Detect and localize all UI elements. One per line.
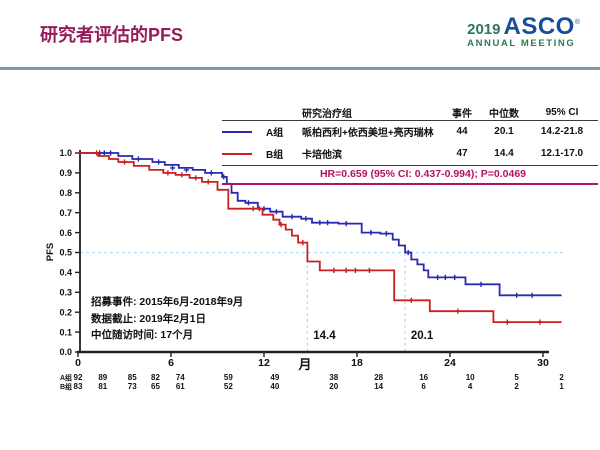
median-label-b: 14.4 [313, 330, 336, 342]
y-tick-label: 0.5 [59, 248, 72, 258]
y-tick-label: 0.1 [59, 327, 72, 337]
page-title: 研究者评估的PFS [40, 25, 184, 45]
at-risk-row-label: A组 [60, 373, 72, 382]
y-tick-label: 0.2 [59, 307, 72, 317]
x-tick-label: 6 [168, 357, 174, 369]
at-risk-count: 65 [151, 382, 160, 391]
hazard-ratio-text: HR=0.659 (95% CI: 0.437-0.994); P=0.0469 [222, 166, 598, 185]
at-risk-count: 20 [329, 382, 338, 391]
at-risk-count: 2 [514, 382, 519, 391]
group-a-line-swatch [222, 130, 252, 133]
at-risk-count: 38 [329, 373, 338, 382]
at-risk-count: 40 [270, 382, 279, 391]
asco-logo-org: ASCO [503, 13, 575, 40]
censor-marks-a [97, 150, 535, 298]
at-risk-row-label: B组 [60, 382, 72, 391]
at-risk-count: 81 [98, 382, 107, 391]
at-risk-count: 92 [74, 373, 83, 382]
y-axis-title: PFS [45, 243, 56, 261]
group-a-median: 20.1 [494, 126, 514, 137]
note-enrollment: 招募事件: 2015年6月-2018年9月 [91, 296, 244, 308]
study-notes: 招募事件: 2015年6月-2018年9月 数据截止: 2019年2月1日 中位… [91, 294, 243, 344]
y-tick-label: 0.6 [59, 228, 72, 238]
table-header-row: 研究治疗组 事件 中位数 95% CI [222, 104, 598, 121]
y-tick-label: 0.4 [59, 268, 72, 278]
treatment-table: 研究治疗组 事件 中位数 95% CI A组 哌柏西利+依西美坦+亮丙瑞林 44… [222, 104, 598, 185]
y-tick-label: 0.9 [59, 168, 72, 178]
at-risk-count: 1 [559, 382, 564, 391]
x-axis-title: 月 [297, 357, 311, 372]
at-risk-count: 49 [270, 373, 279, 382]
y-tick-label: 0.8 [59, 188, 72, 198]
group-b-treatment: 卡培他滨 [302, 150, 342, 161]
group-b-ci: 12.1-17.0 [540, 148, 584, 159]
at-risk-count: 83 [74, 382, 83, 391]
at-risk-count: 5 [514, 373, 519, 382]
at-risk-count: 28 [374, 373, 383, 382]
at-risk-count: 6 [421, 382, 426, 391]
col-header-events: 事件 [452, 108, 472, 120]
at-risk-count: 59 [224, 373, 233, 382]
at-risk-count: 2 [559, 373, 564, 382]
col-header-median: 中位数 [489, 108, 519, 120]
asco-logo-subtitle: ANNUAL MEETING [467, 38, 576, 49]
x-tick-label: 30 [537, 357, 549, 369]
y-tick-label: 1.0 [59, 148, 72, 158]
registered-mark-icon: ® [574, 19, 580, 26]
col-header-treatment: 研究治疗组 [302, 108, 352, 120]
x-tick-label: 24 [444, 357, 456, 369]
asco-logo: 2019 ASCO ® ANNUAL MEETING [467, 13, 580, 50]
group-b-median: 14.4 [494, 148, 514, 159]
table-row-group-a: A组 哌柏西利+依西美坦+亮丙瑞林 44 20.1 14.2-21.8 [222, 121, 598, 142]
at-risk-count: 82 [151, 373, 160, 382]
survival-curve-b [78, 152, 562, 323]
swatch-cell-a [222, 130, 260, 133]
note-cutoff: 数据截止: 2019年2月1日 [91, 312, 206, 325]
col-header-ci: 95% CI [545, 106, 579, 118]
table-row-group-b: B组 卡培他滨 47 14.4 12.1-17.0 [222, 142, 598, 166]
asco-logo-year: 2019 [467, 21, 501, 38]
at-risk-count: 89 [98, 373, 107, 382]
group-b-line-swatch [222, 152, 252, 155]
at-risk-count: 74 [176, 373, 185, 382]
group-a-label: A组 [266, 128, 284, 139]
median-label-a: 20.1 [411, 330, 434, 342]
group-b-label: B组 [266, 150, 284, 161]
group-a-events: 44 [456, 126, 468, 137]
at-risk-count: 14 [374, 382, 383, 391]
header-divider [0, 67, 600, 70]
y-tick-label: 0.7 [59, 208, 72, 218]
at-risk-count: 16 [419, 373, 428, 382]
at-risk-count: 52 [224, 382, 233, 391]
group-a-treatment: 哌柏西利+依西美坦+亮丙瑞林 [302, 128, 434, 139]
asco-logo-top: 2019 ASCO ® [467, 13, 580, 40]
y-tick-label: 0.0 [59, 347, 72, 357]
group-a-ci: 14.2-21.8 [540, 126, 584, 137]
survival-curve-a [78, 152, 562, 297]
swatch-cell-b [222, 152, 260, 155]
at-risk-count: 85 [128, 373, 137, 382]
group-b-events: 47 [456, 148, 468, 159]
y-tick-label: 0.3 [59, 288, 72, 298]
x-tick-label: 18 [351, 357, 363, 369]
x-tick-label: 12 [258, 357, 270, 369]
at-risk-count: 10 [466, 373, 475, 382]
at-risk-count: 4 [468, 382, 473, 391]
at-risk-count: 73 [128, 382, 137, 391]
x-tick-label: 0 [75, 357, 81, 369]
note-followup: 中位随访时间: 17个月 [91, 329, 194, 341]
censor-marks-b [94, 150, 543, 325]
at-risk-count: 61 [176, 382, 185, 391]
